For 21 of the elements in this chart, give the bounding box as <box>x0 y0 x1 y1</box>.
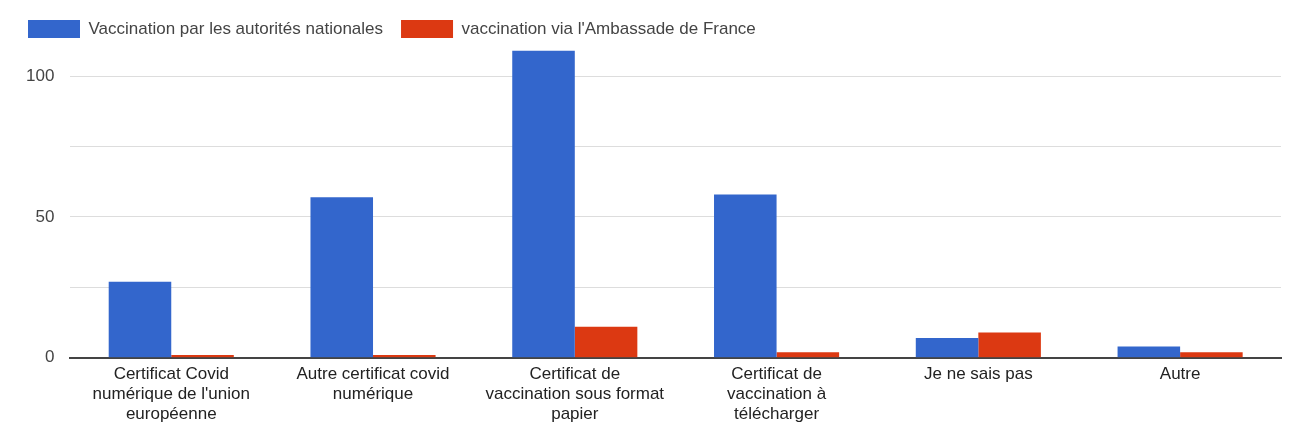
x-tick-label: Certificat de vaccination sous format papier <box>485 363 665 424</box>
bar <box>310 197 374 358</box>
bar <box>574 326 638 358</box>
legend-label: vaccination via l'Ambassade de France <box>461 18 756 38</box>
x-tick-label: Certificat de vaccination à télécharger <box>726 363 827 424</box>
bar <box>978 332 1041 358</box>
bar <box>1180 352 1243 358</box>
bar <box>776 352 840 358</box>
x-tick-label: Autre certificat covid numérique <box>296 363 450 404</box>
bar <box>714 194 777 358</box>
bar <box>512 50 575 358</box>
y-tick-label: 50 <box>35 206 55 226</box>
legend-label: Vaccination par les autorités nationales <box>88 18 384 38</box>
x-tick-label: Certificat Covid numérique de l'union européenne <box>92 363 250 424</box>
bar <box>1117 346 1181 358</box>
x-tick-label: Autre <box>1159 363 1201 383</box>
x-tick-label: Je ne sais pas <box>924 363 1033 383</box>
y-tick-label: 100 <box>25 65 55 85</box>
bar <box>915 338 979 358</box>
y-tick-label: 0 <box>44 347 55 367</box>
bar <box>108 281 172 358</box>
